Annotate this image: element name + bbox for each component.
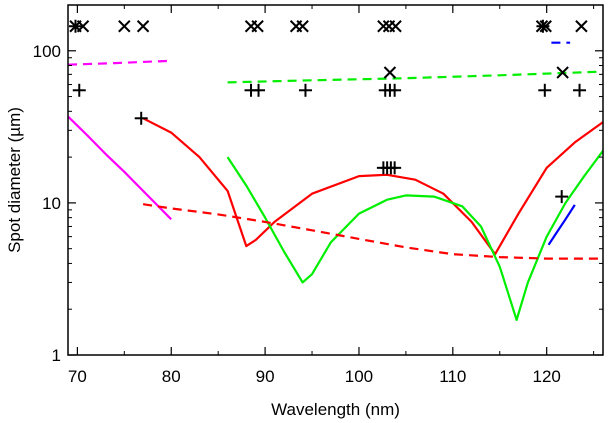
plus-marker bbox=[538, 83, 552, 97]
cross-marker bbox=[136, 20, 150, 33]
plus-marker bbox=[298, 83, 312, 97]
plus-marker bbox=[388, 83, 402, 97]
y-tick-label-1: 1 bbox=[52, 346, 61, 365]
cross-marker bbox=[76, 20, 90, 33]
cross-marker bbox=[377, 20, 390, 33]
series-magenta-dashed bbox=[67, 59, 172, 66]
x-axis-label: Wavelength (nm) bbox=[271, 400, 400, 419]
plus-marker bbox=[134, 111, 148, 125]
cross-marker bbox=[383, 66, 397, 79]
plus-marker bbox=[69, 19, 83, 33]
marker-layer bbox=[69, 19, 588, 204]
cross-marker bbox=[389, 20, 402, 33]
plus-marker bbox=[536, 19, 550, 33]
cross-marker bbox=[556, 66, 569, 79]
plus-marker bbox=[252, 83, 266, 97]
plus-marker bbox=[72, 83, 86, 97]
plus-marker bbox=[388, 161, 402, 175]
plus-marker bbox=[573, 83, 587, 97]
plus-marker bbox=[555, 190, 569, 204]
plot-frame bbox=[67, 4, 604, 356]
x-tick-label-70: 70 bbox=[68, 367, 87, 386]
series-red-dashed bbox=[142, 203, 603, 260]
cross-marker bbox=[296, 20, 309, 33]
series-green-solid bbox=[226, 150, 604, 321]
x-tick-label-90: 90 bbox=[256, 367, 275, 386]
series-layer bbox=[67, 41, 604, 321]
series-red-solid bbox=[142, 117, 604, 256]
series-blue-solid bbox=[547, 204, 576, 246]
series-magenta-solid bbox=[67, 115, 172, 221]
cross-marker bbox=[575, 20, 588, 33]
y-tick-label-100: 100 bbox=[33, 42, 61, 61]
cross-marker bbox=[251, 20, 264, 33]
y-axis-label: Spot diameter (µm) bbox=[5, 107, 24, 253]
y-tick-label-10: 10 bbox=[42, 194, 61, 213]
x-tick-label-80: 80 bbox=[162, 367, 181, 386]
series-green-dashed bbox=[227, 70, 604, 84]
x-tick-label-100: 100 bbox=[345, 367, 373, 386]
x-tick-label-110: 110 bbox=[439, 367, 466, 386]
cross-marker bbox=[118, 20, 131, 33]
x-tick-label-120: 120 bbox=[532, 367, 560, 386]
